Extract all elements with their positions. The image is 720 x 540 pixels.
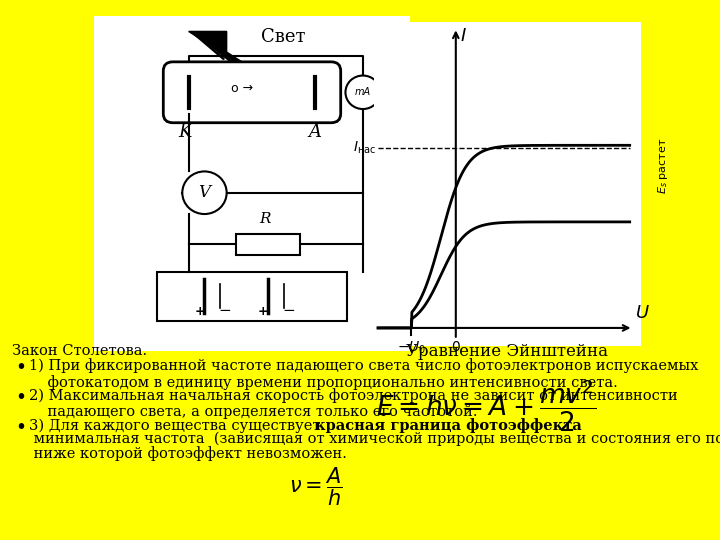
Polygon shape: [189, 31, 227, 56]
Circle shape: [182, 171, 227, 214]
Text: минимальная частота  (зависящая от химической природы вещества и состояния его п: минимальная частота (зависящая от химиче…: [29, 432, 720, 447]
Text: $U$: $U$: [635, 304, 650, 322]
Text: $I_{\mathrm{нас}}$: $I_{\mathrm{нас}}$: [353, 139, 377, 156]
Text: +: +: [258, 305, 269, 318]
FancyBboxPatch shape: [163, 62, 341, 123]
Circle shape: [346, 76, 380, 109]
Bar: [236, 234, 300, 255]
Text: Закон Столетова.: Закон Столетова.: [12, 344, 147, 358]
FancyBboxPatch shape: [647, 39, 680, 299]
Text: 1) При фиксированной частоте падающего света число фотоэлектронов испускаемых
  : 1) При фиксированной частоте падающего с…: [29, 358, 698, 390]
Text: −: −: [282, 302, 294, 318]
Text: +: +: [194, 305, 205, 318]
Text: −: −: [219, 302, 231, 318]
Text: o →: o →: [231, 82, 253, 95]
Text: красная граница фотоэффекта: красная граница фотоэффекта: [315, 418, 582, 433]
Text: ниже которой фотоэффект невозможен.: ниже которой фотоэффект невозможен.: [29, 446, 346, 461]
Text: 0: 0: [451, 340, 460, 354]
Text: $I$: $I$: [459, 28, 467, 45]
Text: •: •: [15, 358, 26, 377]
Text: •: •: [15, 418, 26, 437]
Text: Свет: Свет: [261, 29, 306, 46]
Text: 3) Для каждого вещества существует: 3) Для каждого вещества существует: [29, 418, 325, 433]
Text: $-U_0$: $-U_0$: [397, 340, 426, 356]
Text: mA: mA: [355, 87, 371, 97]
Text: A: A: [309, 123, 322, 141]
Text: R: R: [259, 212, 271, 226]
Text: V: V: [199, 184, 210, 201]
Text: $\nu = \dfrac{A}{h}$: $\nu = \dfrac{A}{h}$: [289, 465, 343, 508]
Bar: [157, 272, 347, 321]
Text: $E = h\nu = A + \dfrac{mv^2}{2}$: $E = h\nu = A + \dfrac{mv^2}{2}$: [376, 377, 596, 434]
Text: Уравнение Эйнштейна: Уравнение Эйнштейна: [406, 343, 608, 360]
Text: 2) Максимальная начальная скорость фотоэлектрона не зависит от интенсивности
   : 2) Максимальная начальная скорость фотоэ…: [29, 388, 678, 419]
Text: •: •: [15, 388, 26, 407]
Text: $E_s$ растет: $E_s$ растет: [656, 137, 670, 193]
Text: K: K: [179, 123, 192, 141]
